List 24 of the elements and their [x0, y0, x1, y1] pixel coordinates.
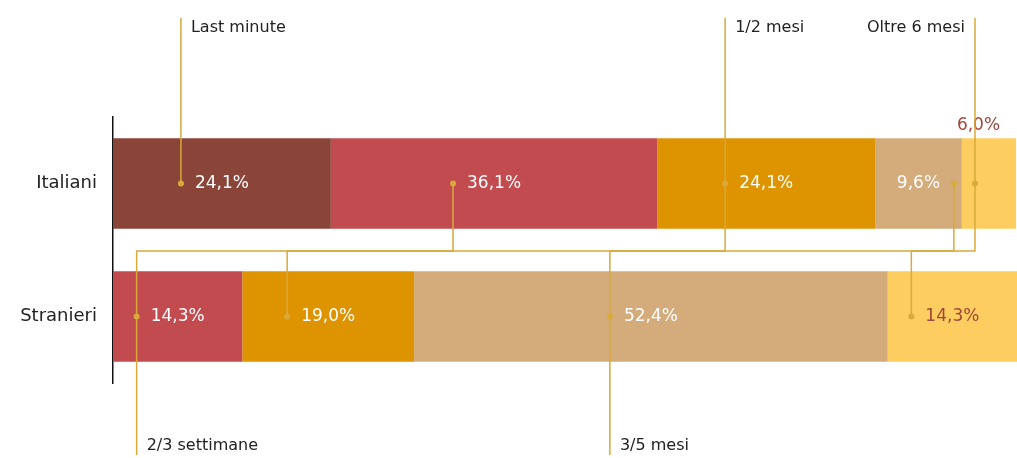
- bar: [875, 138, 962, 229]
- text: 2/3 settimane: [146, 435, 259, 455]
- text: Last minute: [190, 17, 286, 37]
- data-label: 9,6%: [896, 171, 941, 192]
- data-label: 14,3%: [150, 304, 205, 325]
- data-label: 19,0%: [301, 304, 356, 325]
- bar: [113, 138, 331, 229]
- bar: [242, 271, 415, 362]
- bar: [113, 271, 243, 362]
- text: Oltre 6 mesi: [867, 17, 965, 37]
- data-label: 24,1%: [739, 171, 794, 192]
- data-label: 36,1%: [467, 171, 522, 192]
- bar: [961, 138, 1017, 229]
- bar: [657, 138, 876, 229]
- data-label: 52,4%: [623, 304, 678, 325]
- bar: [330, 138, 658, 229]
- data-label: 14,3%: [925, 304, 980, 325]
- text: 1/2 mesi: [735, 17, 805, 37]
- y-tick-label: Italiani: [36, 171, 97, 193]
- bar: [414, 271, 888, 362]
- bar: [887, 271, 1017, 362]
- data-label: 24,1%: [194, 171, 249, 192]
- y-tick-label: Stranieri: [20, 304, 97, 326]
- text: 3/5 mesi: [619, 435, 689, 455]
